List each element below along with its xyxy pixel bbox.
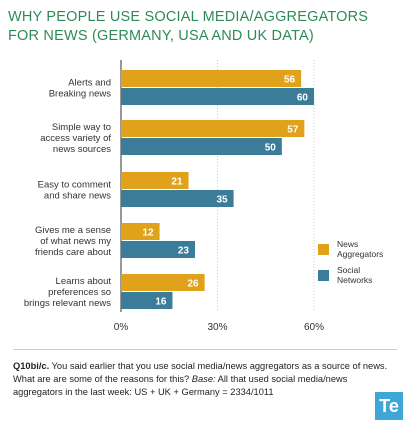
x-tick-label: 0% [114, 322, 129, 333]
footnote-question-label: Q10bi/c. [13, 361, 50, 371]
bar [121, 88, 314, 105]
bar [121, 138, 282, 155]
footnote-question-text: You said earlier that you use social med… [13, 361, 388, 384]
legend-label: Social Networks [337, 265, 372, 285]
logo-badge: Te [375, 392, 403, 420]
category-label-line: brings relevant news [24, 298, 111, 309]
legend-swatch [318, 270, 329, 281]
category-label: Alerts and Breaking news [49, 78, 112, 100]
category-label: Easy to comment and share news [38, 180, 112, 202]
chart-title: WHY PEOPLE USE SOCIAL MEDIA/AGGREGATORS … [8, 9, 369, 44]
category-label-line: of what news my [40, 236, 111, 247]
category-label: Learns about preferences so brings relevan… [24, 276, 111, 309]
category-label-line: Gives me a sense [35, 225, 111, 236]
category-label-line: Alerts and [68, 78, 111, 89]
category-label-line: preferences so [48, 287, 111, 298]
legend-label-line: Networks [337, 275, 372, 285]
category-label: Gives me a sense of what news my friends c… [35, 225, 111, 258]
footnote: Q10bi/c. You said earlier that you use s… [13, 360, 393, 399]
legend-swatch [318, 244, 329, 255]
category-label-line: Easy to comment [38, 180, 112, 191]
bar [121, 120, 305, 137]
category-label-line: Breaking news [49, 89, 112, 100]
bar-value-label: 12 [142, 228, 154, 239]
category-label: Simple way to access variety of news sourc… [40, 122, 111, 155]
footnote-base-text: All that used social media/news aggregat… [13, 374, 348, 397]
bar-value-label: 57 [287, 125, 299, 136]
bar [121, 190, 234, 207]
bar-value-label: 16 [155, 297, 167, 308]
footnote-base-label: Base: [191, 374, 216, 384]
category-label-line: Simple way to [52, 122, 111, 133]
category-label-line: and share news [44, 191, 111, 202]
bar-value-label: 23 [178, 246, 190, 257]
category-label-line: news sources [53, 144, 111, 155]
legend-label-line: Aggregators [337, 249, 383, 259]
bar-value-label: 26 [188, 279, 200, 290]
bar [121, 292, 173, 309]
bar-value-label: 60 [297, 93, 309, 104]
legend-label: News Aggregators [337, 239, 383, 259]
bar [121, 274, 205, 291]
bar-value-label: 56 [284, 75, 296, 86]
x-tick-label: 60% [304, 322, 324, 333]
legend-label-line: Social [337, 265, 360, 275]
bar [121, 241, 195, 258]
bar [121, 223, 160, 240]
bar-value-label: 21 [171, 177, 183, 188]
bar [121, 172, 189, 189]
x-tick-label: 30% [207, 322, 227, 333]
category-label-line: access variety of [40, 133, 111, 144]
category-label-line: friends care about [35, 247, 111, 258]
bar [121, 70, 302, 87]
category-label-line: Learns about [56, 276, 112, 287]
legend-label-line: News [337, 239, 358, 249]
bar-value-label: 35 [216, 195, 228, 206]
bar-value-label: 50 [265, 143, 277, 154]
